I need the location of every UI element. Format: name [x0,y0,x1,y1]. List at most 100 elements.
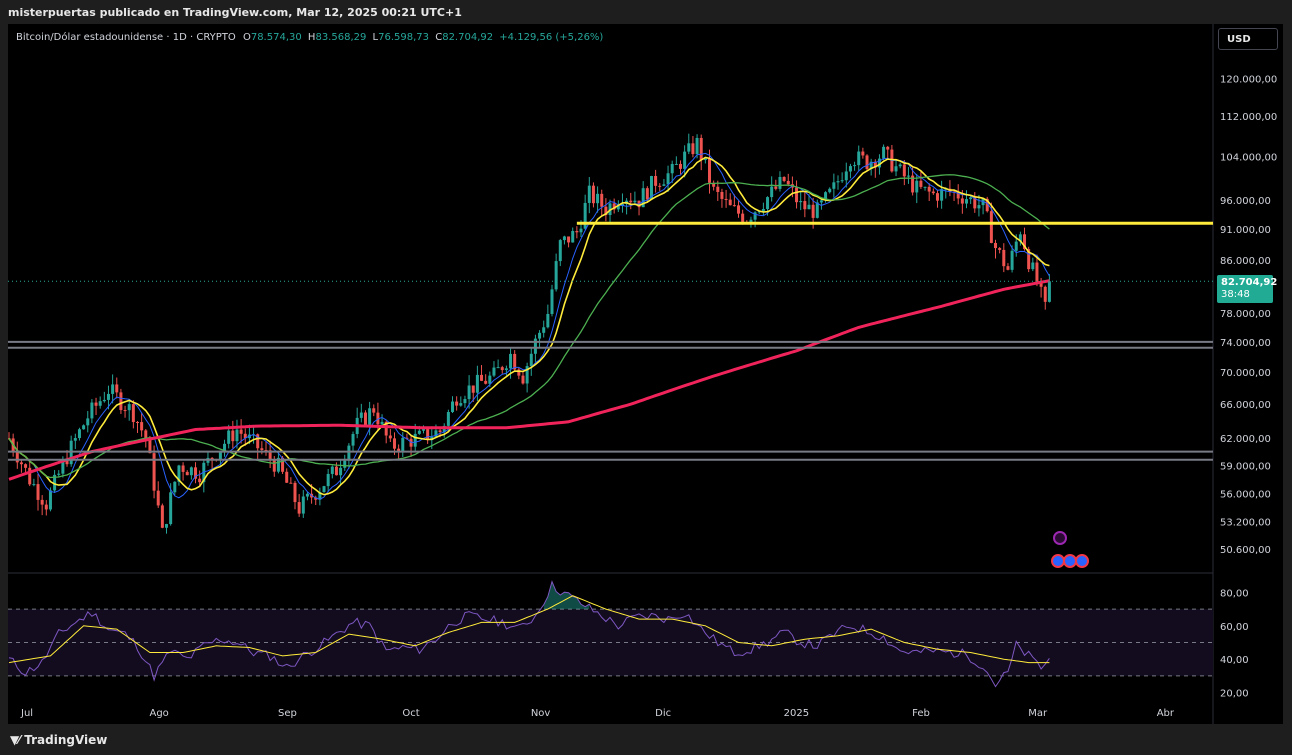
candle-body [459,403,463,406]
candle-body [210,457,214,460]
candle-body [757,211,761,213]
candle-body [649,175,653,200]
candle-body [1023,234,1027,250]
price-tick-label: 70.000,00 [1220,368,1271,379]
candle-body [525,366,529,384]
candle-body [363,412,367,425]
candle-body [927,186,931,192]
candle-body [243,433,247,439]
candle-body [475,374,479,393]
candle-body [417,430,421,434]
candle-body [94,402,98,406]
price-tick-label: 104.000,00 [1220,153,1277,164]
candle-body [500,367,504,371]
candle-body [1043,286,1047,302]
candle-body [795,187,799,203]
candle-body [766,197,770,210]
candle-body [326,473,330,487]
top-bar: misterpuertas publicado en TradingView.c… [0,0,1292,24]
candle-body [1027,249,1031,270]
candle-body [819,200,823,203]
candle-body [708,158,712,183]
candle-body [960,198,964,204]
candle-body [368,408,372,425]
high-label: H [307,32,316,43]
tradingview-brand[interactable]: ▼⁄ TradingView [10,733,107,747]
candle-body [123,410,127,412]
candle-body [169,492,173,525]
candle-body [181,465,185,472]
candle-body [703,158,707,161]
candle-body [940,189,944,201]
candle-body [1014,241,1018,251]
price-tick-label: 120.000,00 [1220,75,1277,86]
candle-body [935,193,939,201]
candle-body [604,206,608,216]
rsi-tick-label: 40,00 [1220,655,1249,666]
candle-body [177,465,181,482]
candle-body [591,185,595,204]
price-tick-label: 96.000,00 [1220,196,1271,207]
candle-body [28,467,32,485]
candle-body [40,499,44,505]
candle-body [111,384,115,394]
candle-body [260,448,264,450]
candle-body [480,374,484,381]
currency-button[interactable]: USD [1218,28,1278,50]
price-tick-label: 86.000,00 [1220,256,1271,267]
candle-body [65,460,69,465]
candle-body [24,464,28,468]
candle-body [57,473,61,475]
price-tick-label: 62.000,00 [1220,434,1271,445]
candle-body [998,248,1002,250]
price-tick-label: 53.200,00 [1220,518,1271,529]
candle-body [886,146,890,150]
time-tick-label: Abr [1157,708,1175,719]
candle-body [19,462,23,465]
lightning-event-icon[interactable] [1053,531,1067,545]
chart-panel[interactable]: Bitcoin/Dólar estadounidense · 1D · CRYP… [8,24,1283,724]
symbol-label[interactable]: Bitcoin/Dólar estadounidense · 1D · CRYP… [16,32,236,43]
bar-countdown: 38:48 [1221,289,1250,300]
price-tick-label: 66.000,00 [1220,400,1271,411]
candle-body [434,430,438,437]
candle-body [343,460,347,468]
candle-body [720,192,724,199]
candle-body [272,460,276,472]
candle-body [857,151,861,166]
candle-body [807,204,811,210]
price-chart[interactable]: 120.000,00 112.000,00 104.000,00 96.000,00 9… [8,24,1283,724]
candle-body [583,202,587,229]
candle-body [753,212,757,220]
time-tick-label: Mar [1028,708,1048,719]
candle-body [44,504,48,510]
brand-label: TradingView [24,733,108,747]
candle-body [305,493,309,497]
candle-body [301,496,305,514]
candle-body [218,450,222,460]
candle-body [654,175,658,186]
candle-body [786,180,790,185]
candle-body [1035,262,1039,284]
flag-event-icon-3[interactable] [1075,554,1089,568]
candle-body [1031,262,1035,270]
candle-body [106,393,110,400]
candle-body [902,164,906,177]
candle-body [488,375,492,384]
ma-green-line [8,174,1050,479]
candle-body [376,412,380,425]
candle-body [550,289,554,314]
candle-body [223,443,227,451]
candle-body [695,137,699,155]
candle-body [347,445,351,461]
candle-body [994,242,998,249]
candle-body [699,137,703,161]
candle-body [641,188,645,208]
candle-body [911,175,915,193]
candle-body [397,448,401,452]
candle-body [380,421,384,425]
close-label: C [435,32,443,43]
candle-body [778,176,782,189]
candle-body [256,434,260,449]
candle-body [61,460,65,474]
